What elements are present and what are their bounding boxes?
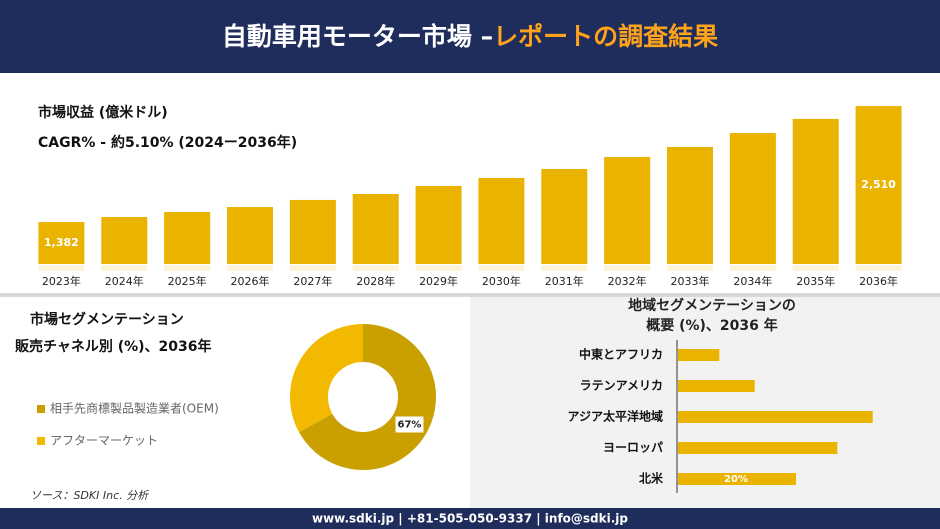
bar-reflection	[289, 265, 336, 271]
x-tick-label: 2035年	[796, 274, 835, 288]
x-tick-label: 2027年	[293, 274, 332, 288]
x-tick-label: 2031年	[545, 274, 584, 288]
bar-reflection	[667, 265, 713, 271]
donut-segment	[299, 324, 436, 470]
x-tick-label: 2029年	[419, 274, 458, 288]
bar	[38, 222, 85, 264]
chart-title: 市場収益 (億米ドル)	[38, 104, 168, 121]
x-tick-label: 2034年	[733, 274, 772, 288]
bar	[678, 442, 838, 454]
legend-swatch	[37, 405, 45, 413]
x-tick-label: 2026年	[231, 274, 270, 288]
x-tick-label: 2033年	[671, 274, 710, 288]
value-label: 2,510	[861, 178, 896, 191]
bar	[792, 118, 839, 264]
footer-bar	[0, 508, 940, 529]
title-highlight: レポートの調査結果	[493, 22, 718, 51]
chart-title: 地域セグメンテーションの	[628, 297, 796, 314]
bar	[678, 380, 755, 392]
bar-reflection	[101, 265, 148, 271]
bar-reflection	[164, 265, 211, 271]
bar	[541, 168, 588, 264]
bar	[667, 146, 713, 264]
bar	[678, 411, 873, 423]
chart-title: 市場セグメンテーション	[30, 311, 184, 328]
bar	[289, 199, 336, 264]
header-title: 自動車用モーター市場 –レポートの調査結果	[222, 22, 718, 51]
chart-subtitle: 販売チャネル別 (%)、2036年	[15, 338, 212, 355]
x-tick-label: 2036年	[859, 274, 898, 288]
donut-segment	[290, 323, 363, 433]
value-label: 67%	[398, 419, 422, 430]
bar-reflection	[415, 265, 462, 271]
category-label: ヨーロッパ	[603, 441, 663, 455]
x-tick-label: 2025年	[168, 274, 207, 288]
bar	[678, 473, 796, 485]
x-tick-label: 2028年	[356, 274, 395, 288]
bar	[415, 185, 462, 264]
bar	[678, 349, 720, 361]
x-tick-label: 2030年	[482, 274, 521, 288]
value-label: 1,382	[44, 236, 79, 249]
header-bar	[0, 0, 940, 73]
bar-reflection	[541, 265, 588, 271]
bar-reflection	[227, 265, 273, 271]
bar-reflection	[478, 265, 525, 271]
bar	[164, 211, 211, 264]
x-tick-label: 2032年	[608, 274, 647, 288]
category-label: 北米	[639, 471, 664, 486]
bar	[855, 106, 902, 264]
category-label: ラテンアメリカ	[580, 379, 663, 393]
bar-reflection	[38, 265, 85, 271]
value-label: 20%	[724, 474, 748, 485]
legend-label: 相手先商標製品製造業者(OEM)	[50, 401, 219, 416]
bar-reflection	[855, 265, 902, 271]
bar-reflection	[604, 265, 651, 271]
bar	[101, 217, 148, 264]
category-label: 中東とアフリカ	[579, 347, 663, 362]
category-label: アジア太平洋地域	[567, 409, 663, 424]
source: ソース：SDKI Inc. 分析	[30, 489, 150, 502]
bar	[604, 156, 651, 264]
region-panel	[470, 297, 940, 508]
bar-reflection	[792, 265, 839, 271]
bar	[352, 193, 399, 264]
bar-reflection	[729, 265, 776, 271]
x-tick-label: 2023年	[42, 274, 81, 288]
bar-reflection	[352, 265, 399, 271]
legend-swatch	[37, 437, 45, 445]
divider	[0, 293, 940, 297]
legend-label: アフターマーケット	[50, 434, 158, 448]
bar	[729, 133, 776, 264]
bar	[478, 177, 525, 264]
chart-subtitle: 概要 (%)、2036 年	[646, 317, 778, 334]
chart-subtitle: CAGR% - 約5.10% (2024ー2036年)	[38, 134, 297, 151]
title-main: 自動車用モーター市場 –	[222, 22, 493, 51]
footer-contact: www.sdki.jp | +81-505-050-9337 | info@sd…	[312, 512, 628, 526]
bar	[227, 207, 273, 264]
x-tick-label: 2024年	[105, 274, 144, 288]
value-label-box	[395, 416, 424, 433]
